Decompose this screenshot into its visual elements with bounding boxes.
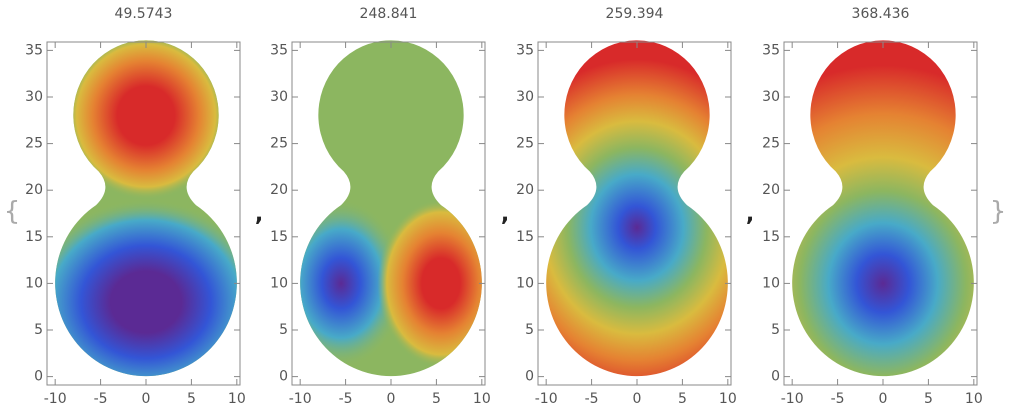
x-tick-label: 10	[719, 391, 737, 407]
x-tick-label: -5	[585, 391, 599, 407]
y-tick-label: 20	[762, 182, 780, 198]
y-tick-label: 10	[516, 275, 534, 291]
separator: ,	[746, 202, 754, 227]
y-tick-label: 0	[279, 369, 288, 385]
y-tick-label: 0	[771, 369, 780, 385]
x-tick-label: 5	[678, 391, 687, 407]
x-tick-label: -10	[44, 391, 67, 407]
y-tick-label: 5	[771, 322, 780, 338]
y-tick-label: 20	[516, 182, 534, 198]
x-tick-label: -5	[94, 391, 108, 407]
y-tick-label: 35	[270, 42, 288, 58]
x-tick-label: 10	[965, 391, 983, 407]
frame	[783, 41, 978, 386]
plot: 248.841 -10 -5 0 5 10 0 5 10 15 20 25 30 35	[270, 6, 491, 407]
x-tick-label: 0	[387, 391, 396, 407]
y-tick-label: 0	[525, 369, 534, 385]
frame	[291, 41, 486, 386]
open-brace: {	[4, 197, 21, 227]
y-tick-label: 30	[270, 89, 288, 105]
plot-title: 259.394	[606, 6, 664, 22]
y-tick-label: 5	[525, 322, 534, 338]
y-tick-label: 5	[34, 322, 43, 338]
y-tick-label: 25	[25, 136, 43, 152]
y-tick-label: 25	[516, 136, 534, 152]
x-tick-label: 0	[633, 391, 642, 407]
x-tick-label: 10	[228, 391, 246, 407]
density-field	[55, 40, 237, 377]
x-tick-label: 0	[142, 391, 151, 407]
y-tick-label: 30	[25, 89, 43, 105]
plot: 259.394 -10 -5 0 5 10 0 5 10 15 20 25 30 35	[516, 6, 737, 407]
y-tick-label: 35	[25, 42, 43, 58]
y-tick-label: 10	[25, 275, 43, 291]
y-tick-label: 20	[25, 182, 43, 198]
y-tick-label: 25	[762, 136, 780, 152]
y-tick-label: 25	[270, 136, 288, 152]
density-field	[546, 40, 728, 377]
x-tick-label: -5	[339, 391, 353, 407]
y-tick-label: 30	[762, 89, 780, 105]
separator: ,	[501, 202, 509, 227]
y-tick-label: 10	[762, 275, 780, 291]
density-field	[300, 40, 482, 377]
frame	[537, 41, 732, 386]
y-tick-label: 15	[516, 229, 534, 245]
plot-title: 248.841	[360, 6, 418, 22]
y-tick-label: 20	[270, 182, 288, 198]
x-tick-label: 10	[473, 391, 491, 407]
close-brace: }	[990, 197, 1007, 227]
plot-title: 368.436	[852, 6, 910, 22]
y-tick-label: 15	[762, 229, 780, 245]
y-tick-label: 30	[516, 89, 534, 105]
plot: 49.5743 -10 -5 0 5 10 0 5 10 15 20 25 30 35	[25, 6, 246, 407]
x-tick-label: 5	[187, 391, 196, 407]
x-tick-label: -5	[831, 391, 845, 407]
plot-title: 49.5743	[115, 6, 173, 22]
plot: 368.436 -10 -5 0 5 10 0 5 10 15 20 25 30 35	[762, 6, 983, 407]
density-field	[792, 40, 974, 377]
y-tick-label: 5	[279, 322, 288, 338]
x-tick-label: 5	[924, 391, 933, 407]
y-tick-label: 35	[762, 42, 780, 58]
x-tick-label: -10	[781, 391, 804, 407]
separator: ,	[255, 202, 263, 227]
y-tick-label: 35	[516, 42, 534, 58]
x-tick-label: 5	[432, 391, 441, 407]
y-tick-label: 15	[270, 229, 288, 245]
x-tick-label: 0	[879, 391, 888, 407]
x-tick-label: -10	[535, 391, 558, 407]
x-tick-label: -10	[289, 391, 312, 407]
y-tick-label: 15	[25, 229, 43, 245]
frame	[46, 41, 241, 386]
y-tick-label: 10	[270, 275, 288, 291]
y-tick-label: 0	[34, 369, 43, 385]
